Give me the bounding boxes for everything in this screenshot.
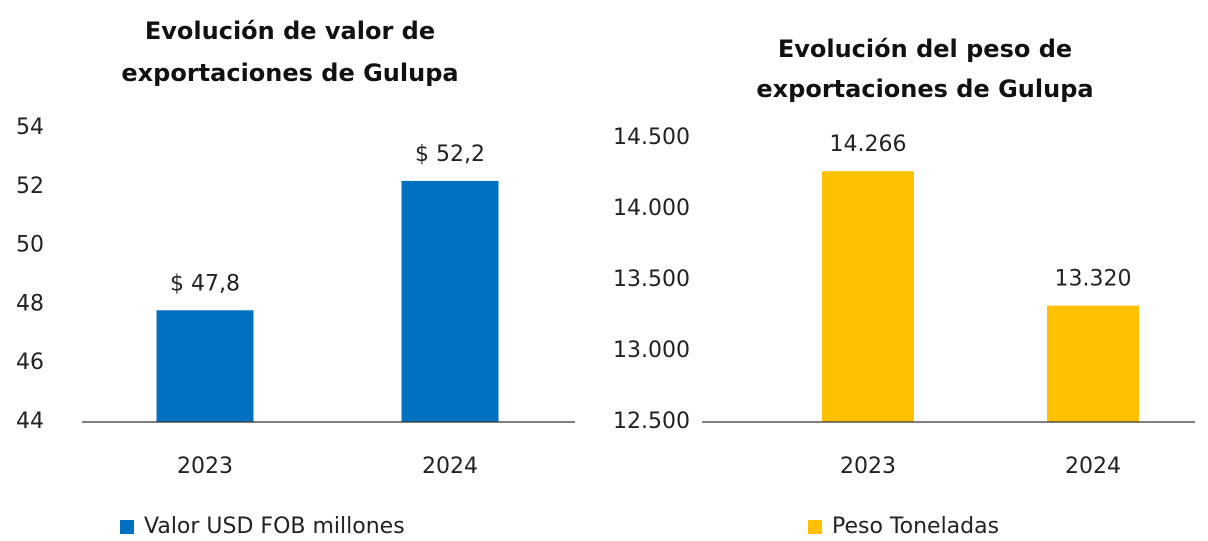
y-tick-label: 46 — [16, 350, 44, 375]
legend-swatch — [120, 520, 134, 534]
legend-label: Valor USD FOB millones — [144, 514, 405, 539]
bar — [1047, 305, 1139, 422]
legend-label: Peso Toneladas — [832, 514, 999, 539]
y-tick-label: 52 — [16, 174, 44, 199]
chart-title: exportaciones de Gulupa — [121, 59, 458, 87]
y-tick-label: 13.500 — [613, 267, 690, 292]
data-label: $ 52,2 — [415, 142, 485, 167]
x-tick-label: 2024 — [422, 454, 478, 479]
legend-swatch — [808, 520, 822, 534]
y-tick-label: 44 — [16, 409, 44, 434]
chart-title: Evolución del peso de — [778, 35, 1072, 63]
bar — [401, 180, 499, 422]
y-tick-label: 14.500 — [613, 125, 690, 150]
x-tick-label: 2024 — [1065, 454, 1121, 479]
x-tick-label: 2023 — [177, 454, 233, 479]
y-tick-label: 13.000 — [613, 338, 690, 363]
data-label: 13.320 — [1055, 267, 1132, 292]
data-label: 14.266 — [830, 132, 907, 157]
chart-title: Evolución de valor de — [145, 17, 435, 45]
y-tick-label: 14.000 — [613, 196, 690, 221]
bar — [156, 310, 254, 422]
y-tick-label: 12.500 — [613, 409, 690, 434]
y-tick-label: 48 — [16, 291, 44, 316]
data-label: $ 47,8 — [170, 271, 240, 296]
x-tick-label: 2023 — [840, 454, 896, 479]
chart-title: exportaciones de Gulupa — [756, 75, 1093, 103]
y-tick-label: 54 — [16, 115, 44, 140]
y-tick-label: 50 — [16, 233, 44, 258]
bar — [822, 171, 914, 422]
